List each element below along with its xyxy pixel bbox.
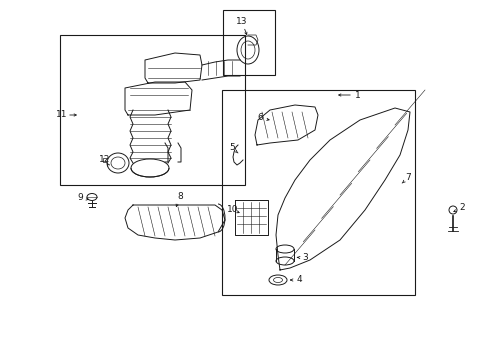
Text: 9: 9 — [77, 193, 82, 202]
Text: 1: 1 — [354, 90, 360, 99]
Text: 11: 11 — [56, 111, 68, 120]
Text: 2: 2 — [458, 203, 464, 212]
Bar — [222, 90, 414, 295]
Text: 12: 12 — [99, 156, 110, 165]
Text: 6: 6 — [257, 113, 263, 122]
Bar — [223, 10, 274, 75]
Text: 4: 4 — [296, 275, 301, 284]
Text: 7: 7 — [404, 174, 410, 183]
Text: 13: 13 — [236, 18, 247, 27]
Text: 10: 10 — [227, 206, 238, 215]
Text: 8: 8 — [177, 193, 183, 202]
Text: 5: 5 — [229, 144, 234, 153]
Text: 3: 3 — [302, 253, 307, 262]
Bar — [60, 35, 244, 185]
